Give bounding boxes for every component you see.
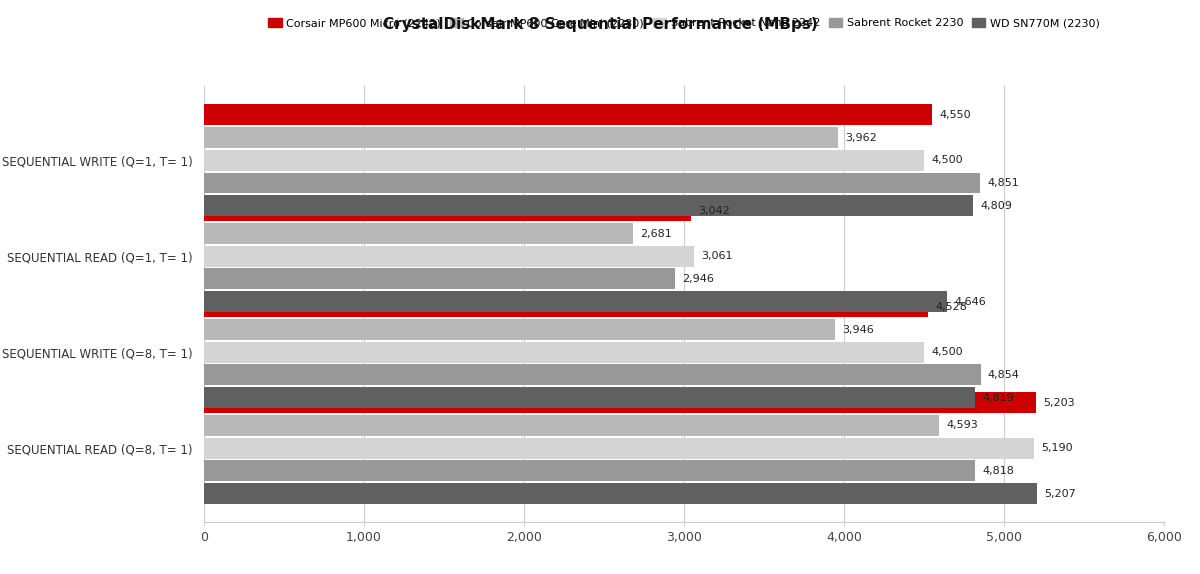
Text: 4,550: 4,550 bbox=[940, 110, 971, 120]
Bar bbox=[204, 150, 924, 170]
Bar bbox=[204, 438, 1034, 459]
Text: 4,500: 4,500 bbox=[931, 155, 962, 165]
Text: 4,819: 4,819 bbox=[983, 393, 1014, 402]
Text: 2,681: 2,681 bbox=[640, 228, 672, 239]
Text: 3,042: 3,042 bbox=[698, 206, 730, 216]
Bar bbox=[204, 319, 835, 340]
Bar bbox=[204, 200, 691, 222]
Bar bbox=[204, 296, 929, 317]
Bar bbox=[204, 104, 932, 125]
Text: 4,528: 4,528 bbox=[936, 302, 967, 312]
Bar bbox=[204, 127, 838, 148]
Bar bbox=[204, 173, 980, 193]
Bar bbox=[204, 291, 947, 312]
Text: 3,962: 3,962 bbox=[845, 133, 877, 142]
Bar bbox=[204, 393, 1037, 413]
Bar bbox=[204, 223, 632, 244]
Text: 4,646: 4,646 bbox=[954, 297, 986, 307]
Text: 4,854: 4,854 bbox=[988, 370, 1020, 380]
Bar bbox=[204, 269, 676, 289]
Text: 5,190: 5,190 bbox=[1042, 443, 1073, 453]
Bar bbox=[204, 342, 924, 363]
Text: 3,061: 3,061 bbox=[701, 251, 732, 261]
Text: 2,946: 2,946 bbox=[683, 274, 714, 284]
Bar bbox=[204, 415, 938, 436]
Bar bbox=[204, 195, 973, 216]
Text: 4,851: 4,851 bbox=[988, 178, 1019, 188]
Text: 5,203: 5,203 bbox=[1044, 398, 1075, 408]
Bar bbox=[204, 387, 976, 408]
Bar bbox=[204, 460, 974, 481]
Text: 4,818: 4,818 bbox=[982, 466, 1014, 476]
Text: 5,207: 5,207 bbox=[1044, 488, 1076, 499]
Bar bbox=[204, 246, 694, 267]
Text: CrystalDiskMark 8 Sequential Performance (MBps): CrystalDiskMark 8 Sequential Performance… bbox=[383, 17, 817, 32]
Legend: Corsair MP600 Micro (2242), Corsair MP600 Core Mini (2230), Sabrent Rocket Nano : Corsair MP600 Micro (2242), Corsair MP60… bbox=[264, 13, 1104, 33]
Text: 4,593: 4,593 bbox=[946, 421, 978, 430]
Bar bbox=[204, 483, 1037, 504]
Bar bbox=[204, 364, 980, 385]
Text: 3,946: 3,946 bbox=[842, 324, 875, 335]
Text: 4,500: 4,500 bbox=[931, 347, 962, 357]
Text: 4,809: 4,809 bbox=[980, 201, 1013, 211]
